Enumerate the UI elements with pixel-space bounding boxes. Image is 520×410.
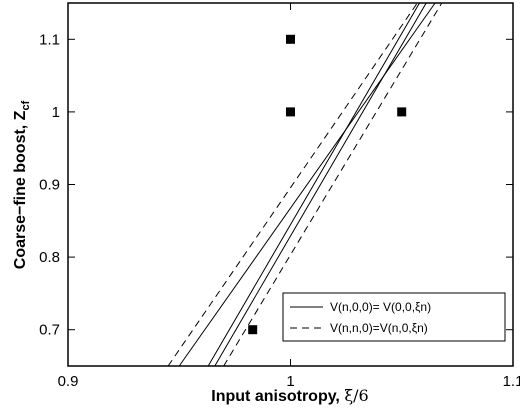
y-tick-label-1: 0.8 xyxy=(39,249,60,266)
legend: V(n,0,0)= V(0,0,ξn) V(n,n,0)=V(n,0,ξn) xyxy=(282,292,506,342)
x-axis-label-main: Input anisotropy, xyxy=(211,388,344,405)
data-points xyxy=(248,34,407,335)
legend-label-solid: V(n,0,0)= V(0,0,ξn) xyxy=(330,300,431,314)
y-axis-label-main: Coarse−fine boost, Z xyxy=(12,110,29,269)
y-axis-label-sub: cf xyxy=(20,100,32,110)
y-axis-label: Coarse−fine boost, Zcf xyxy=(12,100,32,269)
data-point-1 xyxy=(286,107,295,117)
axis-ticks: 0.9 1 1.1 0.7 0.8 0.9 1 1.1 xyxy=(39,3,520,390)
data-point-2 xyxy=(397,107,407,117)
legend-label-dashed: V(n,n,0)=V(n,0,ξn) xyxy=(330,321,428,335)
x-axis-label-symbol: ξ/6 xyxy=(344,386,368,405)
x-tick-label-0: 0.9 xyxy=(58,373,79,390)
series-line-dashed-3 xyxy=(167,2,418,367)
y-tick-label-0: 0.7 xyxy=(39,322,60,339)
y-tick-label-2: 0.9 xyxy=(39,177,60,194)
x-tick-label-1: 1 xyxy=(286,373,294,390)
data-point-0 xyxy=(286,34,295,44)
series-line-solid-2 xyxy=(214,2,427,367)
legend-box xyxy=(282,292,506,342)
series-line-solid-0 xyxy=(178,2,436,367)
x-axis-label: Input anisotropy, ξ/6 xyxy=(211,386,368,405)
y-tick-label-3: 1 xyxy=(52,104,60,121)
y-tick-label-4: 1.1 xyxy=(39,31,60,48)
series-line-dashed-4 xyxy=(223,2,443,367)
series-lines xyxy=(167,2,443,367)
series-line-solid-1 xyxy=(207,2,420,367)
data-point-3 xyxy=(248,325,258,335)
x-tick-label-2: 1.1 xyxy=(503,373,520,390)
